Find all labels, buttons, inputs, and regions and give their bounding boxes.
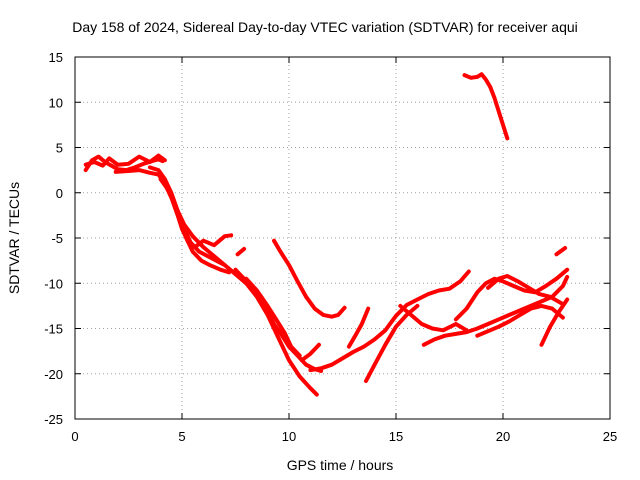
- series-line-trace-10: [299, 342, 321, 363]
- y-tick-label: -25: [44, 412, 63, 427]
- x-tick-label: 10: [282, 429, 296, 444]
- series-line-trace-21: [554, 246, 568, 257]
- x-tick-label: 25: [603, 429, 617, 444]
- y-axis: -25 -20 -15 -10 -5 0 5 10 15: [44, 50, 610, 427]
- series-line-trace-15: [398, 303, 469, 333]
- y-tick-label: -10: [44, 276, 63, 291]
- series-line-trace-13: [346, 306, 371, 349]
- y-tick-label: -15: [44, 322, 63, 337]
- series-line-trace-19: [486, 274, 565, 307]
- y-tick-label: -5: [51, 231, 63, 246]
- y-axis-title: SDTVAR / TECUs: [6, 182, 22, 294]
- series-line-trace-20: [539, 297, 570, 347]
- series-line-trace-22: [462, 72, 510, 141]
- y-tick-label: 5: [56, 141, 63, 156]
- series-line-trace-3: [113, 168, 234, 250]
- y-tick-label: 10: [49, 95, 63, 110]
- x-tick-label: 20: [496, 429, 510, 444]
- series-line-trace-18: [475, 303, 565, 338]
- series-line-trace-8: [244, 276, 302, 358]
- y-tick-label: -20: [44, 367, 63, 382]
- series-line-trace-11: [272, 238, 347, 319]
- chart-grid: [75, 57, 610, 419]
- y-tick-label: 0: [56, 186, 63, 201]
- series-line-trace-12: [308, 269, 471, 373]
- x-tick-label: 0: [71, 429, 78, 444]
- series-line-trace-6: [162, 181, 319, 397]
- series-line-trace-17: [453, 267, 570, 322]
- chart-series: [83, 72, 570, 397]
- series-line-trace-2: [83, 153, 167, 168]
- series-line-trace-9: [235, 246, 247, 257]
- x-axis: 0 5 10 15 20 25: [71, 57, 617, 444]
- series-line-trace-14: [364, 303, 420, 383]
- chart-title: Day 158 of 2024, Sidereal Day-to-day VTE…: [72, 19, 578, 35]
- x-tick-label: 15: [389, 429, 403, 444]
- x-axis-title: GPS time / hours: [287, 457, 394, 473]
- y-tick-label: 15: [49, 50, 63, 65]
- x-tick-label: 5: [178, 429, 185, 444]
